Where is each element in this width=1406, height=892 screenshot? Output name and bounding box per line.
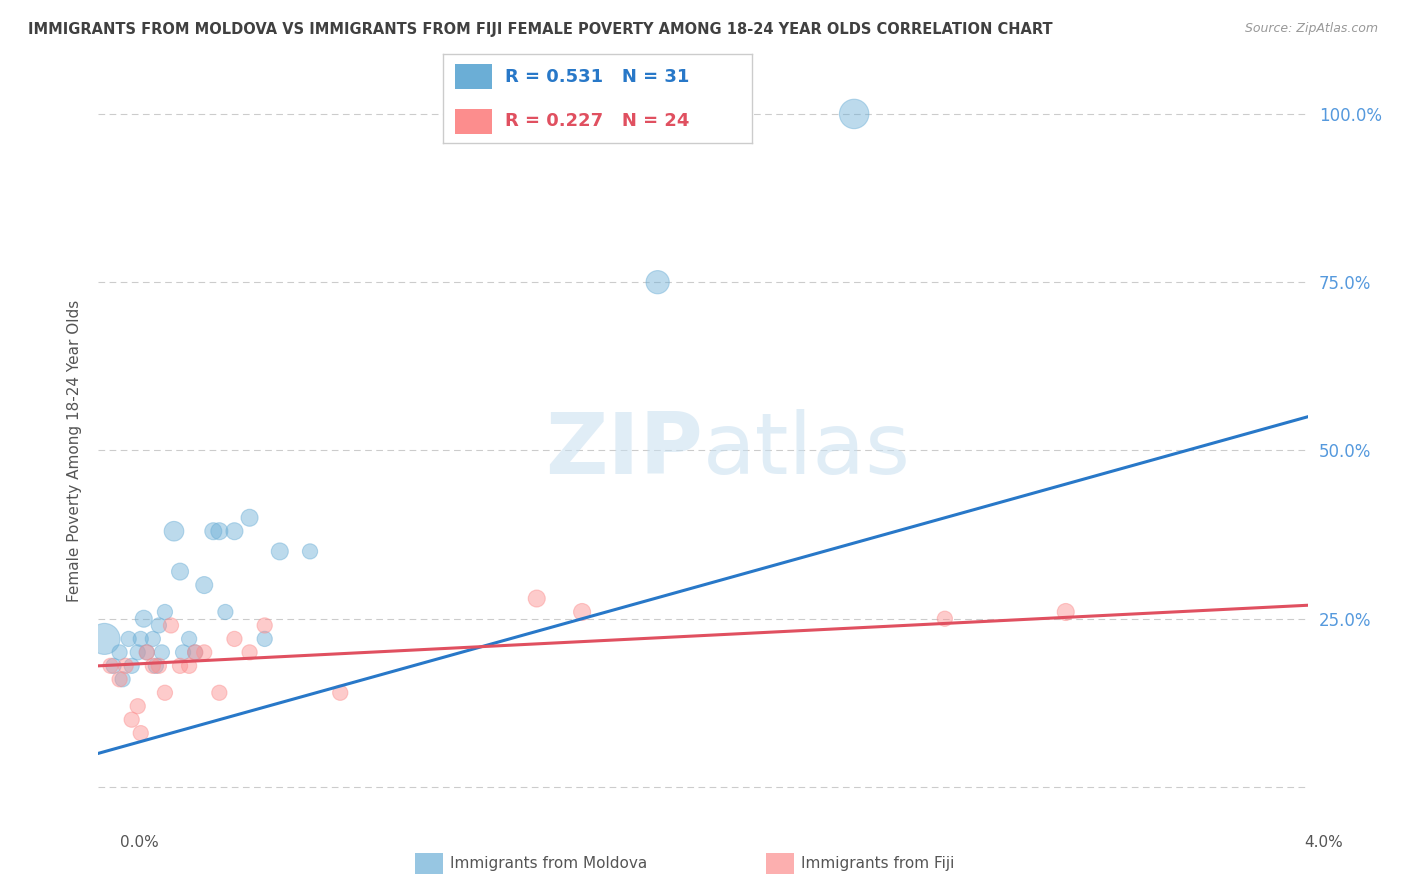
Point xyxy=(142,658,165,673)
Text: IMMIGRANTS FROM MOLDOVA VS IMMIGRANTS FROM FIJI FEMALE POVERTY AMONG 18-24 YEAR : IMMIGRANTS FROM MOLDOVA VS IMMIGRANTS FR… xyxy=(28,22,1053,37)
Point xyxy=(193,645,215,659)
Text: R = 0.227   N = 24: R = 0.227 N = 24 xyxy=(505,112,689,130)
Point xyxy=(208,524,231,539)
Point xyxy=(571,605,593,619)
Point xyxy=(202,524,225,539)
Point xyxy=(184,645,207,659)
Point xyxy=(208,686,231,700)
Y-axis label: Female Poverty Among 18-24 Year Olds: Female Poverty Among 18-24 Year Olds xyxy=(66,300,82,601)
Point xyxy=(121,713,143,727)
Point xyxy=(1054,605,1077,619)
Point xyxy=(172,645,194,659)
Point xyxy=(239,645,262,659)
Point xyxy=(111,673,134,687)
Point xyxy=(127,645,149,659)
Text: R = 0.531   N = 31: R = 0.531 N = 31 xyxy=(505,68,689,86)
Point xyxy=(108,645,131,659)
Text: Immigrants from Fiji: Immigrants from Fiji xyxy=(801,856,955,871)
Point xyxy=(103,658,125,673)
Point xyxy=(150,645,173,659)
FancyBboxPatch shape xyxy=(456,109,492,134)
Point xyxy=(299,544,322,558)
Point xyxy=(121,658,143,673)
Point xyxy=(224,524,246,539)
Point xyxy=(169,565,191,579)
Point xyxy=(179,632,201,646)
Point xyxy=(844,107,866,121)
Text: 0.0%: 0.0% xyxy=(120,836,159,850)
Point xyxy=(129,726,152,740)
Point xyxy=(148,658,170,673)
Point xyxy=(179,658,201,673)
Point xyxy=(224,632,246,646)
Point xyxy=(253,618,276,632)
Point xyxy=(160,618,183,632)
Point xyxy=(163,524,186,539)
Point xyxy=(214,605,236,619)
Point xyxy=(148,618,170,632)
Point xyxy=(239,510,262,524)
Point xyxy=(193,578,215,592)
Text: Source: ZipAtlas.com: Source: ZipAtlas.com xyxy=(1244,22,1378,36)
Point xyxy=(329,686,352,700)
Point xyxy=(934,612,956,626)
Text: atlas: atlas xyxy=(703,409,911,492)
Point xyxy=(526,591,548,606)
Point xyxy=(108,673,131,687)
Text: 4.0%: 4.0% xyxy=(1303,836,1343,850)
Point xyxy=(153,686,176,700)
Point xyxy=(93,632,115,646)
Point xyxy=(114,658,136,673)
Point xyxy=(269,544,291,558)
Point xyxy=(118,632,141,646)
Point xyxy=(129,632,152,646)
Point xyxy=(142,632,165,646)
Point xyxy=(184,645,207,659)
Point xyxy=(100,658,122,673)
Point xyxy=(647,275,669,289)
Text: ZIP: ZIP xyxy=(546,409,703,492)
Point xyxy=(145,658,167,673)
Text: Immigrants from Moldova: Immigrants from Moldova xyxy=(450,856,647,871)
Point xyxy=(253,632,276,646)
Point xyxy=(169,658,191,673)
Point xyxy=(135,645,157,659)
Point xyxy=(135,645,157,659)
Point xyxy=(132,612,155,626)
FancyBboxPatch shape xyxy=(456,64,492,89)
Point xyxy=(153,605,176,619)
Point xyxy=(127,699,149,714)
